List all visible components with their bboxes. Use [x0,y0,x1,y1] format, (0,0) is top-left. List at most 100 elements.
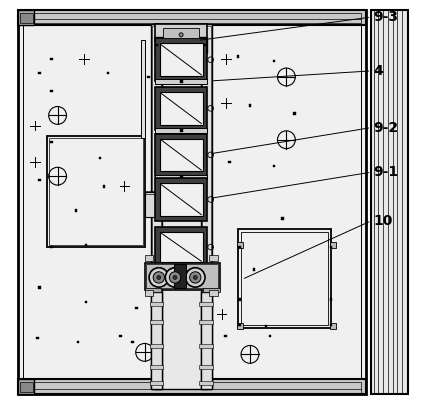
Bar [144,290,153,296]
Bar [179,129,182,132]
Bar [154,227,207,267]
Bar [18,379,35,394]
Bar [204,43,206,46]
Bar [50,141,52,143]
Bar [159,43,202,76]
Circle shape [153,272,164,283]
Bar [23,13,360,23]
Circle shape [156,275,161,279]
Bar [149,302,163,306]
Bar [144,263,219,290]
Bar [23,382,360,393]
Text: 9-2: 9-2 [373,121,397,134]
Bar [154,128,207,133]
Bar [329,242,335,248]
Bar [236,323,243,329]
Text: 9-3: 9-3 [373,10,397,24]
Bar [20,382,33,392]
Bar [154,87,207,130]
Circle shape [185,268,204,287]
Circle shape [189,272,201,283]
Bar [152,26,161,388]
Bar [150,24,162,389]
Bar [50,90,52,92]
Bar [240,232,327,325]
Bar [149,320,163,324]
Bar [199,344,213,348]
Bar [329,323,335,329]
Bar [228,161,230,163]
Bar [47,136,144,247]
Bar [162,28,199,38]
Circle shape [193,275,197,279]
Bar [248,104,250,107]
Bar [179,80,182,83]
Bar [84,301,87,303]
Bar [38,286,40,289]
Bar [329,298,331,301]
Bar [150,292,162,389]
Bar [268,335,271,337]
Bar [329,246,331,248]
Bar [103,185,105,188]
Text: 4: 4 [373,64,382,78]
Bar [154,24,207,389]
Bar [144,192,155,217]
Bar [135,307,138,309]
Bar [159,92,202,125]
Bar [146,264,218,288]
Bar [147,76,150,78]
Bar [200,24,211,389]
Bar [99,157,101,159]
Bar [159,183,202,216]
Bar [236,55,239,58]
Bar [18,10,35,25]
Bar [50,58,52,60]
Bar [370,10,407,394]
Bar [18,379,365,394]
Circle shape [165,268,184,287]
Bar [76,341,79,343]
Bar [236,242,243,248]
Bar [154,134,207,176]
Bar [199,320,213,324]
Bar [154,24,207,40]
Bar [84,244,87,246]
Bar [209,255,217,261]
Bar [75,209,77,212]
Bar [238,298,240,301]
Bar [264,325,267,327]
Bar [154,79,207,84]
Bar [144,255,153,261]
Circle shape [173,275,177,279]
Bar [36,337,38,339]
Bar [293,112,295,115]
Bar [107,72,109,74]
Bar [203,288,219,292]
Bar [252,268,255,271]
Bar [38,72,40,74]
Bar [199,364,213,369]
Bar [149,364,163,369]
Circle shape [178,33,183,37]
Bar [144,191,155,194]
Bar [280,217,283,220]
Bar [199,302,213,306]
Bar [209,290,217,296]
Bar [20,13,33,23]
Bar [119,335,121,337]
Bar [159,232,202,262]
Bar [38,179,40,181]
Bar [144,288,161,292]
Text: 9-1: 9-1 [373,165,397,179]
Bar [18,10,365,394]
Bar [140,40,144,138]
Bar [131,341,133,343]
Bar [224,335,226,337]
Bar [149,381,163,385]
Bar [272,165,275,167]
Bar [154,178,207,221]
Bar [49,138,142,245]
Bar [23,15,360,389]
Bar [155,43,158,46]
